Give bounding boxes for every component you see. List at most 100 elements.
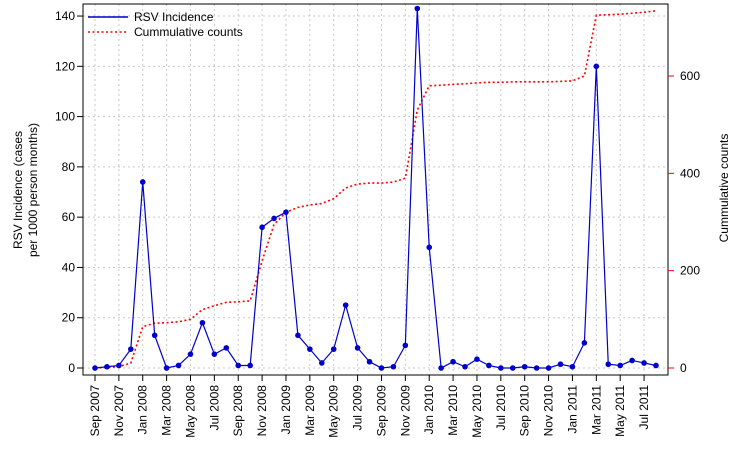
x-axis-tick-label: May 2011	[613, 385, 627, 437]
rsv-incidence-point	[128, 346, 134, 352]
left-axis-tick-label: 140	[55, 9, 75, 23]
rsv-incidence-point	[187, 351, 194, 357]
x-axis-tick-label: Jul 2011	[637, 385, 651, 430]
x-axis-tick-label: Jul 2010	[494, 385, 508, 431]
left-y-axis-title-line: RSV Incidence (cases	[11, 131, 25, 249]
rsv-incidence-point	[271, 215, 277, 222]
x-axis-tick-label: Nov 2007	[112, 385, 126, 437]
rsv-incidence-point	[259, 224, 265, 231]
rsv-incidence-point	[521, 363, 528, 370]
x-axis: Sep 2007 Nov 2007 Jan 2008 Mar 2008 May 2008…	[88, 375, 651, 438]
rsv-incidence-point	[557, 361, 564, 368]
rsv-incidence-point	[354, 345, 361, 351]
x-axis-tick-label: Mar 2008	[160, 385, 174, 436]
legend-label-cumulative-counts: Cummulative counts	[134, 25, 243, 39]
rsv-incidence-point	[509, 365, 516, 371]
rsv-incidence-point	[151, 332, 158, 339]
x-axis-tick-label: Jul 2009	[351, 385, 365, 431]
left-axis-tick-label: 20	[62, 311, 76, 325]
rsv-incidence-point	[318, 360, 325, 366]
rsv-incidence-point	[223, 345, 230, 351]
rsv-incidence-point	[366, 358, 373, 365]
rsv-incidence-point	[533, 365, 540, 371]
rsv-incidence-point	[474, 356, 480, 363]
left-y-axis-title-line: per 1000 person months)	[26, 123, 40, 257]
left-y-axis: 0 20 40 60 80 100 120 140	[55, 9, 83, 375]
rsv-incidence-point	[462, 363, 468, 370]
rsv-incidence-point	[235, 362, 242, 369]
rsv-incidence-point	[307, 346, 313, 352]
rsv-incidence-point	[342, 302, 349, 308]
legend-label-rsv-incidence: RSV Incidence	[134, 10, 214, 24]
rsv-incidence-point	[617, 362, 623, 369]
rsv-incidence-point	[104, 363, 110, 370]
rsv-incidence-point	[295, 332, 301, 339]
rsv-incidence-point	[569, 363, 576, 370]
x-axis-tick-label: Jan 2008	[136, 385, 150, 435]
rsv-incidence-point	[247, 362, 253, 369]
right-axis-tick-label: 600	[680, 69, 700, 83]
x-axis-tick-label: Sep 2010	[518, 385, 532, 437]
rsv-incidence-point	[390, 363, 397, 370]
right-axis-tick-label: 400	[680, 166, 700, 180]
left-axis-tick-label: 60	[62, 210, 76, 224]
rsv-incidence-point	[211, 351, 218, 357]
rsv-incidence-point	[498, 365, 504, 371]
rsv-incidence-point	[116, 362, 122, 369]
rsv-incidence-point	[330, 346, 337, 352]
right-y-axis: 0 200 400 600	[668, 69, 700, 375]
left-axis-tick-label: 0	[68, 361, 75, 375]
x-axis-tick-label: May 2008	[183, 385, 197, 438]
x-axis-tick-label: Mar 2009	[303, 385, 317, 436]
rsv-incidence-point	[378, 365, 385, 371]
x-axis-tick-label: Mar 2011	[589, 385, 603, 435]
rsv-incidence-point	[653, 362, 659, 369]
x-axis-tick-label: Jul 2008	[207, 385, 221, 431]
right-y-axis-title: Cummulative counts	[717, 134, 731, 243]
rsv-incidence-point	[593, 63, 600, 70]
x-axis-tick-label: Jan 2010	[422, 385, 436, 435]
right-axis-tick-label: 200	[680, 264, 700, 278]
x-axis-tick-label: May 2010	[470, 385, 484, 438]
grid	[83, 4, 668, 375]
series-cumulative-counts	[94, 10, 657, 369]
rsv-incidence-point	[605, 361, 612, 368]
rsv-incidence-point	[486, 362, 492, 369]
x-axis-tick-label: May 2009	[327, 385, 341, 438]
rsv-incidence-point	[163, 365, 170, 371]
x-axis-tick-label: Nov 2010	[542, 385, 556, 437]
rsv-incidence-point	[629, 357, 635, 364]
x-axis-tick-label: Nov 2008	[255, 385, 269, 437]
rsv-incidence-point	[175, 362, 182, 369]
rsv-incidence-point	[92, 365, 98, 371]
right-axis-tick-label: 0	[680, 361, 687, 375]
left-axis-tick-label: 120	[55, 59, 75, 73]
x-axis-tick-label: Jan 2011	[565, 385, 579, 434]
rsv-incidence-point	[199, 319, 206, 326]
left-axis-tick-label: 100	[55, 110, 75, 124]
rsv-incidence-point	[414, 5, 421, 12]
rsv-incidence-point	[450, 358, 456, 365]
rsv-incidence-point	[641, 360, 647, 366]
x-axis-tick-label: Mar 2010	[446, 385, 460, 436]
rsv-incidence-point	[402, 342, 409, 349]
rsv-incidence-point	[581, 340, 588, 346]
left-y-axis-title: RSV Incidence (casesper 1000 person mont…	[11, 123, 40, 257]
series-rsv-incidence	[92, 5, 659, 371]
x-axis-tick-label: Sep 2008	[231, 385, 245, 437]
rsv-incidence-point	[426, 244, 433, 251]
x-axis-tick-label: Nov 2009	[398, 385, 412, 437]
rsv-incidence-point	[438, 365, 444, 371]
x-axis-tick-label: Jan 2009	[279, 385, 293, 435]
x-axis-tick-label: Sep 2007	[88, 385, 102, 437]
rsv-incidence-point	[283, 209, 289, 215]
cumulative-counts-line	[94, 10, 657, 369]
x-axis-tick-label: Sep 2009	[374, 385, 388, 437]
rsv-incidence-point	[545, 365, 552, 371]
rsv-incidence-line	[94, 8, 657, 369]
rsv-incidence-point	[139, 179, 146, 185]
left-axis-tick-label: 40	[62, 260, 76, 274]
plot-frame	[82, 3, 669, 376]
